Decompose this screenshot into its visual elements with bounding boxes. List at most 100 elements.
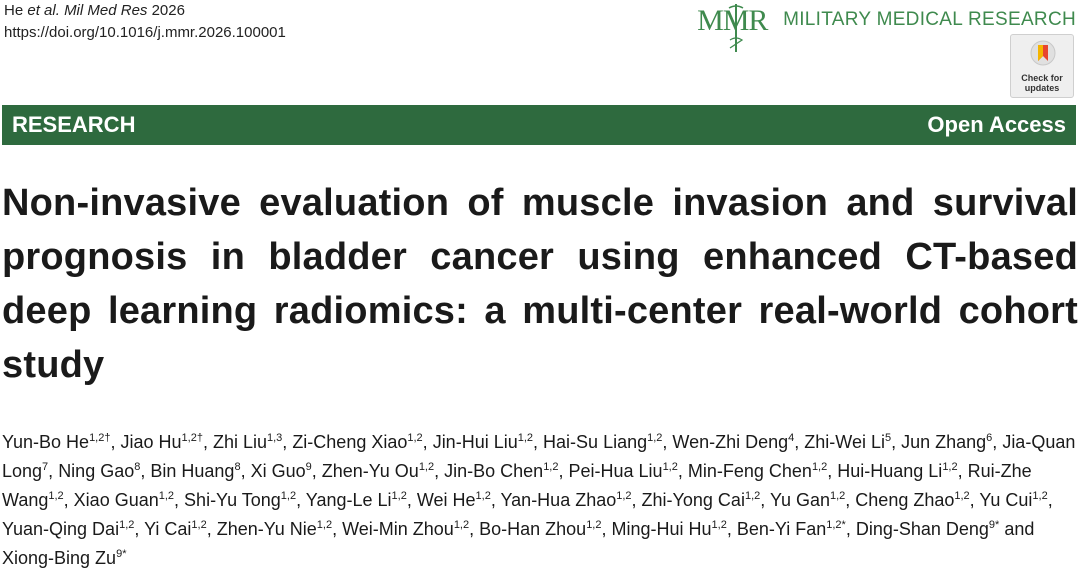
author-affiliation: 9: [305, 461, 312, 473]
author-affiliation: 1,2: [942, 461, 958, 473]
author-affiliation: 1,2*: [826, 519, 846, 531]
author-name[interactable]: Pei-Hua Liu: [568, 461, 663, 481]
author-affiliation: 1,2: [475, 490, 491, 502]
check-updates-line1: Check for: [1021, 73, 1063, 83]
author-item: Ding-Shan Deng9*: [856, 519, 1000, 539]
author-name[interactable]: Ben-Yi Fan: [736, 519, 827, 539]
author-name[interactable]: Ning Gao: [58, 461, 135, 481]
journal-name: MILITARY MEDICAL RESEARCH: [783, 9, 1076, 30]
author-affiliation: 9*: [988, 519, 1000, 531]
author-name[interactable]: Jia-Quan Long: [2, 432, 1076, 481]
author-item: Zhi-Wei Li5: [804, 432, 891, 452]
check-updates-line2: updates: [1024, 83, 1060, 93]
author-name[interactable]: Jun Zhang: [901, 432, 987, 452]
author-name[interactable]: Jiao Hu: [120, 432, 182, 452]
author-item: Hai-Su Liang1,2: [543, 432, 662, 452]
citation-line: He et al. Mil Med Res 2026: [4, 0, 286, 22]
author-item: Yu Gan1,2: [770, 490, 845, 510]
author-name[interactable]: Yi Cai: [144, 519, 192, 539]
author-name[interactable]: Bo-Han Zhou: [479, 519, 587, 539]
author-affiliation: 4: [788, 432, 795, 444]
author-name[interactable]: Jin-Hui Liu: [432, 432, 518, 452]
author-name[interactable]: Xiong-Bing Zu: [2, 548, 117, 568]
author-name[interactable]: Rui-Zhe Wang: [2, 461, 1032, 510]
author-item: Zhen-Yu Ou1,2: [322, 461, 434, 481]
author-item: Jin-Hui Liu1,2: [433, 432, 533, 452]
author-list: Yun-Bo He1,2†, Jiao Hu1,2†, Zhi Liu1,3, …: [2, 432, 1076, 568]
author-name[interactable]: Yan-Hua Zhao: [500, 490, 617, 510]
author-name[interactable]: Shi-Yu Tong: [184, 490, 281, 510]
author-name[interactable]: Ding-Shan Deng: [855, 519, 989, 539]
author-item: Yi Cai1,2: [144, 519, 207, 539]
author-item: Yang-Le Li1,2: [306, 490, 407, 510]
author-name[interactable]: Bin Huang: [150, 461, 235, 481]
author-name[interactable]: Jin-Bo Chen: [444, 461, 544, 481]
author-name[interactable]: Wen-Zhi Deng: [672, 432, 789, 452]
author-affiliation: 7: [42, 461, 49, 473]
author-name[interactable]: Hai-Su Liang: [543, 432, 648, 452]
author-item: Yun-Bo He1,2†: [2, 432, 110, 452]
author-name[interactable]: Yun-Bo He: [2, 432, 90, 452]
author-affiliation: 1,2: [453, 519, 470, 531]
author-affiliation: 1,2: [829, 490, 846, 502]
author-name[interactable]: Wei He: [416, 490, 476, 510]
article-title: Non-invasive evaluation of muscle invasi…: [2, 182, 1078, 386]
author-name[interactable]: Yu Cui: [979, 490, 1033, 510]
author-item: Wei He1,2: [417, 490, 491, 510]
author-affiliation: 8: [234, 461, 241, 473]
author-affiliation: 1,2†: [89, 432, 111, 444]
author-item: Yu Cui1,2: [979, 490, 1047, 510]
author-name[interactable]: Yuan-Qing Dai: [2, 519, 120, 539]
author-name[interactable]: Ming-Hui Hu: [611, 519, 712, 539]
bookmark-icon: [1030, 40, 1056, 66]
author-name[interactable]: Zhen-Yu Ou: [321, 461, 419, 481]
author-item: Ming-Hui Hu1,2: [612, 519, 727, 539]
author-name[interactable]: Zhi Liu: [212, 432, 267, 452]
author-name[interactable]: Cheng Zhao: [855, 490, 955, 510]
author-item: Hui-Huang Li1,2: [837, 461, 957, 481]
author-name[interactable]: Zhi-Yong Cai: [641, 490, 745, 510]
article-type-label: RESEARCH: [12, 112, 136, 137]
check-for-updates-badge[interactable]: Check for updates: [1010, 34, 1074, 98]
author-item: Xi Guo9: [251, 461, 312, 481]
author-name[interactable]: Yu Gan: [769, 490, 830, 510]
author-name[interactable]: Zi-Cheng Xiao: [292, 432, 408, 452]
author-affiliation: 1,2: [316, 519, 333, 531]
open-access-label: Open Access: [927, 112, 1066, 137]
author-item: Jin-Bo Chen1,2: [444, 461, 558, 481]
author-item: Zhen-Yu Nie1,2: [217, 519, 332, 539]
mmr-logo-text: MMR: [697, 4, 768, 37]
author-item: Jun Zhang6: [901, 432, 992, 452]
author-item: Ning Gao8: [58, 461, 140, 481]
author-name[interactable]: Hui-Huang Li: [837, 461, 943, 481]
author-item: Jiao Hu1,2†: [121, 432, 203, 452]
citation-doi[interactable]: https://doi.org/10.1016/j.mmr.2026.10000…: [4, 24, 286, 41]
author-name[interactable]: Xiao Guan: [73, 490, 159, 510]
author-name[interactable]: Min-Feng Chen: [687, 461, 812, 481]
journal-logo: MMR MILITARY MEDICAL RESEARCH: [697, 2, 1076, 56]
author-affiliation: 1,2†: [181, 432, 203, 444]
author-affiliation: 1,2: [647, 432, 663, 444]
author-name[interactable]: Xi Guo: [250, 461, 306, 481]
author-name[interactable]: Wei-Min Zhou: [342, 519, 454, 539]
author-item: Bo-Han Zhou1,2: [479, 519, 601, 539]
author-name[interactable]: Zhi-Wei Li: [804, 432, 885, 452]
author-item: Rui-Zhe Wang1,2: [2, 461, 1032, 510]
author-item: Xiao Guan1,2: [74, 490, 174, 510]
author-item: Wei-Min Zhou1,2: [342, 519, 469, 539]
citation-year: 2026: [151, 2, 185, 19]
author-item: Xiong-Bing Zu9*: [2, 548, 126, 568]
author-item: Jia-Quan Long7: [2, 432, 1075, 481]
author-name[interactable]: Yang-Le Li: [305, 490, 392, 510]
author-item: Zhi-Yong Cai1,2: [642, 490, 761, 510]
author-affiliation: 1,2: [280, 490, 297, 502]
author-affiliation: 1,2: [119, 519, 135, 531]
author-name[interactable]: Zhen-Yu Nie: [216, 519, 317, 539]
section-bar: RESEARCH Open Access: [2, 105, 1076, 145]
citation-header: He et al. Mil Med Res 2026 https://doi.o…: [4, 0, 286, 44]
author-affiliation: 8: [134, 461, 141, 473]
author-affiliation: 1,2: [517, 432, 534, 444]
author-item: Wen-Zhi Deng4: [672, 432, 794, 452]
author-conjunction: and: [1004, 519, 1035, 539]
author-affiliation: 1,2: [811, 461, 828, 473]
